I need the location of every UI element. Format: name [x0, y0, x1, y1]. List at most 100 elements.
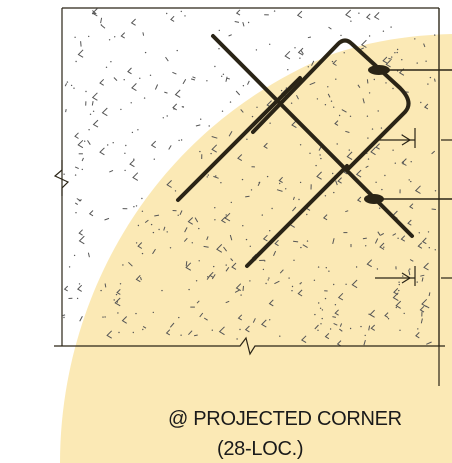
- speckle-dot: [169, 247, 172, 249]
- speckle-dot: [335, 78, 337, 80]
- speckle-dash: [172, 71, 177, 75]
- speckle-chevron: [336, 340, 342, 346]
- speckle-dot: [180, 139, 183, 141]
- speckle-dash: [333, 322, 338, 326]
- speckle-chevron: [415, 332, 420, 339]
- speckle-dash: [345, 130, 350, 133]
- speckle-dot: [290, 102, 293, 104]
- speckle-dash: [388, 57, 393, 60]
- speckle-chevron: [131, 83, 137, 92]
- speckle-chevron: [129, 159, 135, 168]
- speckle-dot: [153, 158, 155, 160]
- speckle-dash: [225, 300, 230, 304]
- speckle-dash: [366, 79, 369, 84]
- speckle-dot: [241, 178, 244, 181]
- speckle-dash: [211, 136, 218, 139]
- speckle-dash: [142, 32, 145, 36]
- speckle-dot: [249, 280, 251, 282]
- speckle-dot: [141, 210, 144, 212]
- speckle-dash: [163, 226, 166, 231]
- speckle-dash: [144, 219, 149, 223]
- speckle-chevron: [324, 333, 330, 340]
- speckle-dot: [131, 131, 134, 134]
- speckle-chevron: [274, 239, 279, 247]
- speckle-dot: [309, 152, 311, 154]
- speckle-dot: [434, 249, 436, 251]
- speckle-chevron: [121, 316, 128, 324]
- speckle-dash: [226, 77, 230, 80]
- speckle-chevron: [268, 299, 274, 307]
- speckle-dash: [228, 130, 233, 137]
- speckle-dot: [267, 279, 269, 281]
- speckle-chevron: [334, 309, 339, 316]
- speckle-dot: [122, 264, 124, 266]
- speckle-chevron: [132, 172, 139, 181]
- speckle-dot: [265, 282, 267, 285]
- speckle-dot: [269, 319, 271, 321]
- speckle-dot: [316, 98, 319, 100]
- speckle-dash: [199, 312, 204, 318]
- speckle-dot: [108, 39, 111, 41]
- speckle-dash: [327, 93, 331, 98]
- speckle-chevron: [174, 89, 181, 98]
- speckle-dot: [73, 254, 76, 257]
- speckle-dot: [271, 207, 273, 210]
- speckle-dot: [349, 115, 352, 118]
- leader-lines: [383, 69, 452, 200]
- speckle-dash: [190, 78, 196, 81]
- speckle-dot: [112, 142, 114, 144]
- speckle-dot: [401, 59, 403, 61]
- concrete-texture: [62, 8, 437, 346]
- speckle-chevron: [135, 275, 141, 283]
- speckle-chevron: [76, 284, 83, 292]
- speckle-dash: [363, 339, 366, 346]
- speckle-dash: [228, 34, 232, 37]
- speckle-dash: [339, 323, 343, 327]
- speckle-dot: [329, 328, 332, 330]
- speckle-chevron: [345, 9, 352, 19]
- speckle-dot: [135, 242, 138, 244]
- speckle-dash: [80, 41, 82, 47]
- speckle-chevron: [366, 259, 373, 268]
- speckle-dot: [178, 316, 180, 319]
- speckle-dot: [313, 279, 316, 281]
- speckle-chevron: [231, 262, 237, 270]
- speckle-dash: [296, 94, 299, 100]
- speckle-dot: [334, 304, 337, 306]
- bar-dot-top: [368, 65, 390, 75]
- speckle-dot: [291, 285, 294, 288]
- speckle-chevron: [355, 169, 362, 178]
- speckle-dash: [76, 198, 82, 202]
- speckle-chevron: [414, 185, 421, 194]
- speckle-dash: [423, 43, 426, 48]
- speckle-chevron: [74, 132, 79, 139]
- longitudinal-bars: [364, 65, 390, 204]
- speckle-dot: [246, 138, 248, 140]
- speckle-dot: [375, 181, 377, 183]
- speckle-dot: [251, 115, 254, 118]
- detail-subtitle: (28-LOC.): [217, 438, 304, 460]
- speckle-dot: [245, 238, 248, 241]
- speckle-dot: [166, 12, 168, 15]
- speckle-dot: [434, 34, 436, 36]
- speckle-dot: [188, 288, 190, 291]
- speckle-dot: [358, 12, 360, 14]
- speckle-chevron: [260, 319, 267, 328]
- speckle-dash: [328, 26, 332, 30]
- speckle-dot: [211, 329, 213, 331]
- speckle-chevron: [263, 142, 268, 149]
- speckle-dot: [287, 69, 289, 71]
- speckle-dash: [225, 76, 228, 82]
- speckle-dot: [333, 191, 335, 194]
- speckle-dot: [206, 176, 208, 178]
- speckle-dash: [195, 124, 201, 127]
- speckle-dot: [114, 36, 116, 38]
- speckle-dot: [320, 323, 322, 325]
- speckle-dash: [273, 250, 277, 257]
- speckle-dash: [234, 21, 240, 23]
- speckle-dash: [292, 196, 295, 201]
- speckle-dot: [377, 110, 379, 112]
- speckle-dot: [74, 36, 76, 38]
- speckle-dot: [206, 80, 208, 82]
- speckle-dot: [247, 21, 250, 24]
